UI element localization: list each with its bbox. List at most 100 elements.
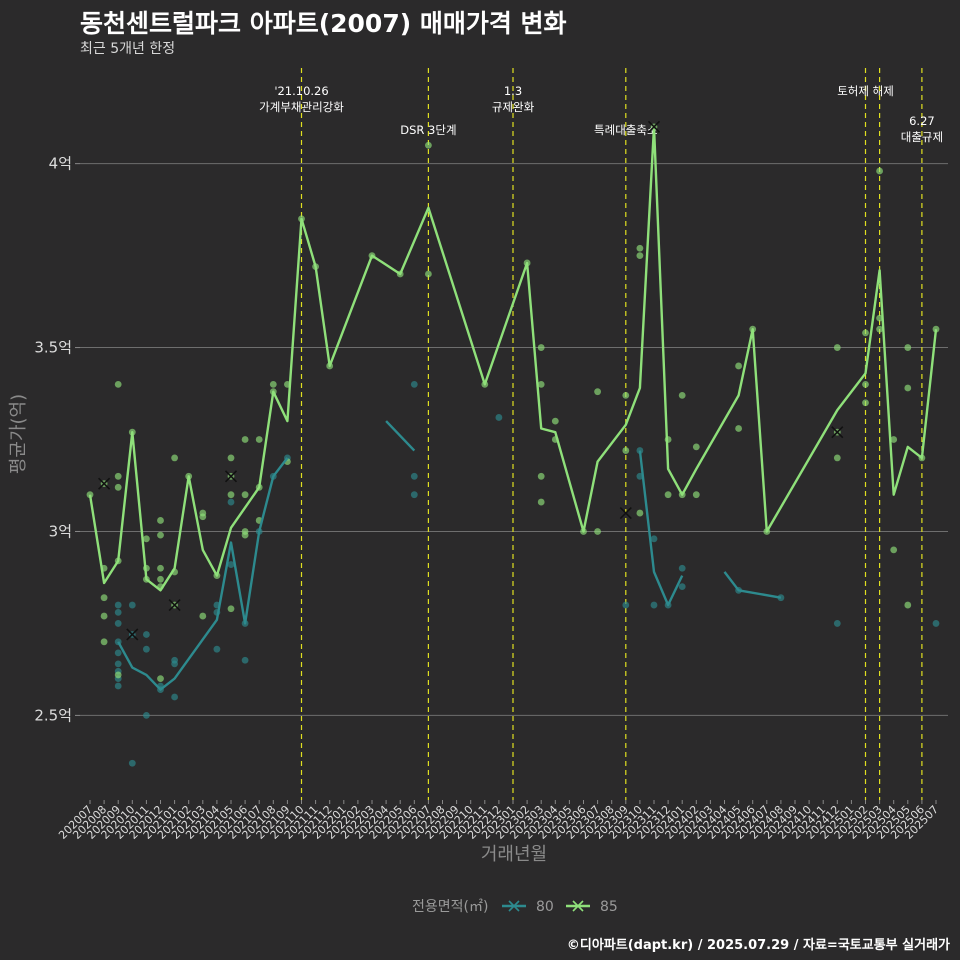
event-label: 특례대출축소 xyxy=(594,123,657,137)
source-caption: ©디아파트(dapt.kr) / 2025.07.29 / 자료=국토교통부 실… xyxy=(566,938,950,953)
cross-marker-80 xyxy=(224,470,238,483)
data-point-85 xyxy=(157,564,164,572)
data-point-80 xyxy=(241,656,249,664)
data-point-80 xyxy=(143,645,150,653)
data-point-85 xyxy=(692,491,700,499)
data-point-80 xyxy=(410,472,418,480)
data-point-85 xyxy=(86,491,94,499)
data-point-85 xyxy=(833,344,841,351)
y-tick-label: 3.5억 xyxy=(34,339,72,357)
data-point-80 xyxy=(128,601,136,609)
data-point-85 xyxy=(227,605,235,613)
series-line-80 xyxy=(117,457,289,691)
data-point-80 xyxy=(114,620,122,627)
data-point-85 xyxy=(425,270,432,278)
data-point-85 xyxy=(904,601,912,609)
data-point-80 xyxy=(227,498,235,506)
data-point-85 xyxy=(735,425,742,432)
data-point-85 xyxy=(890,436,898,443)
event-label: 토허제 해제 xyxy=(837,84,894,98)
data-point-80 xyxy=(410,491,418,499)
event-label: DSR 3단계 xyxy=(400,123,456,137)
data-point-85 xyxy=(199,513,207,521)
data-point-85 xyxy=(227,454,235,462)
data-point-80 xyxy=(495,414,503,421)
data-point-80 xyxy=(114,601,122,609)
data-point-85 xyxy=(664,491,672,499)
data-point-85 xyxy=(171,454,179,462)
data-point-85 xyxy=(537,498,545,506)
series-line-80 xyxy=(723,571,782,599)
data-point-85 xyxy=(425,141,432,149)
data-point-85 xyxy=(594,528,601,535)
legend-label-80: 80 xyxy=(536,899,554,915)
data-point-80 xyxy=(650,601,658,609)
data-point-85 xyxy=(735,362,742,370)
data-point-85 xyxy=(227,491,235,499)
legend-title: 전용면적(㎡) xyxy=(412,899,488,915)
data-point-85 xyxy=(100,638,108,646)
y-axis-title: 평균가(억) xyxy=(8,394,29,474)
data-point-85 xyxy=(241,531,249,539)
data-point-80 xyxy=(171,660,179,668)
data-point-85 xyxy=(636,252,644,259)
series-line-80 xyxy=(385,420,416,452)
y-tick-label: 3억 xyxy=(49,522,72,540)
event-label: '21.10.26 xyxy=(274,84,328,98)
event-label: 가계부채관리강화 xyxy=(259,100,344,114)
data-point-85 xyxy=(876,325,883,333)
data-point-80 xyxy=(410,380,418,388)
data-point-85 xyxy=(622,391,630,399)
data-point-80 xyxy=(650,535,658,543)
cross-marker-80 xyxy=(168,598,181,612)
event-label: 대출규제 xyxy=(901,130,943,144)
data-point-80 xyxy=(128,759,136,767)
cross-marker-80 xyxy=(619,507,632,520)
data-point-80 xyxy=(227,561,235,568)
x-axis-title: 거래년월 xyxy=(481,844,547,865)
data-point-85 xyxy=(622,447,630,454)
data-point-85 xyxy=(636,244,644,252)
data-point-85 xyxy=(932,325,940,333)
data-point-80 xyxy=(114,682,122,690)
data-point-80 xyxy=(213,645,221,653)
data-point-80 xyxy=(114,649,122,657)
data-point-85 xyxy=(199,612,207,620)
data-point-85 xyxy=(692,443,700,451)
data-point-85 xyxy=(100,612,108,620)
data-point-85 xyxy=(143,535,150,543)
event-label: 1.3 xyxy=(504,84,522,98)
data-point-85 xyxy=(269,380,277,388)
data-point-85 xyxy=(890,546,898,554)
data-point-85 xyxy=(551,417,559,425)
y-tick-label: 4억 xyxy=(49,155,72,173)
data-point-80 xyxy=(143,631,150,638)
legend-label-85: 85 xyxy=(600,899,618,915)
data-point-80 xyxy=(636,447,644,454)
data-point-85 xyxy=(114,671,122,679)
data-point-85 xyxy=(904,344,912,351)
chart-title: 동천센트럴파크 아파트(2007) 매매가격 변화 xyxy=(80,9,567,38)
cross-marker-85 xyxy=(98,477,111,490)
data-point-85 xyxy=(537,380,545,388)
event-label: 규제완화 xyxy=(492,100,535,114)
data-point-85 xyxy=(100,594,108,602)
data-point-85 xyxy=(241,491,249,499)
data-point-85 xyxy=(636,509,644,517)
data-point-85 xyxy=(241,436,249,443)
cross-marker-85 xyxy=(647,120,661,133)
chart-subtitle: 최근 5개년 한정 xyxy=(80,41,176,57)
data-point-80 xyxy=(932,620,940,627)
data-point-85 xyxy=(114,472,122,480)
cross-marker-80 xyxy=(126,628,139,641)
data-point-85 xyxy=(862,380,869,388)
data-point-85 xyxy=(157,575,164,583)
data-point-85 xyxy=(114,380,122,388)
data-point-85 xyxy=(678,391,686,399)
data-point-80 xyxy=(143,711,150,719)
event-label: 6.27 xyxy=(909,114,935,128)
legend-marker-80 xyxy=(508,900,520,912)
data-point-85 xyxy=(157,517,164,524)
data-point-80 xyxy=(171,693,179,701)
data-point-85 xyxy=(157,531,164,539)
